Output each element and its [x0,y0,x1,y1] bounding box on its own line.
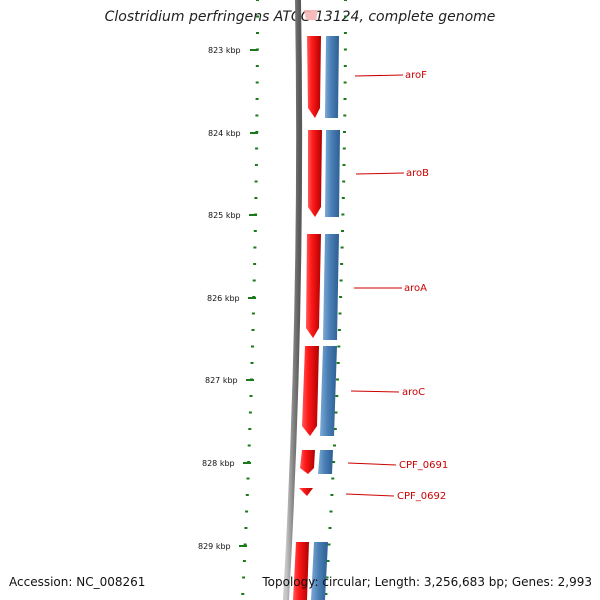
forward-strand-arrow[interactable] [306,234,321,338]
label-leader [347,462,397,466]
forward-strand-arrow[interactable] [302,346,319,436]
forward-strand-arrow[interactable] [308,130,322,217]
forward-strand-arrow[interactable] [300,450,315,474]
accession-text: Accession: NC_008261 [9,575,146,589]
kbp-label: 825 kbp [208,211,241,220]
kbp-label: 826 kbp [207,294,240,303]
gene-label: aroA [404,283,427,294]
gene-aroB[interactable]: aroB [308,130,429,217]
gene-aroA[interactable]: aroA [306,234,427,340]
gene-label: aroB [406,168,429,179]
kbp-label: 829 kbp [198,542,231,551]
cds-block[interactable] [311,542,328,600]
topology-text: Topology: circular; Length: 3,256,683 bp… [262,575,592,589]
label-leader [355,172,405,175]
gene-CPF_0691[interactable]: CPF_0691 [300,450,448,474]
label-leader [345,493,395,497]
cds-block[interactable] [325,36,339,118]
kbp-label: 827 kbp [205,376,238,385]
scale-ruler: 823 kbp 824 kbp 825 kbp 826 kbp 827 kbp … [198,46,258,551]
gene-label: aroC [402,387,425,398]
backbone-arc [283,0,303,600]
gene-partial[interactable] [293,542,328,600]
gene-CPF_0692[interactable]: CPF_0692 [299,488,446,502]
kbp-label: 823 kbp [208,46,241,55]
cds-block[interactable] [323,234,339,340]
cds-block[interactable] [320,346,337,436]
gene-label: CPF_0692 [397,491,446,502]
forward-strand-arrow[interactable] [293,542,309,600]
gene-label: CPF_0691 [399,460,448,471]
outer-tick-track [324,0,347,595]
kbp-label: 824 kbp [208,129,241,138]
backbone-marker [304,10,318,20]
kbp-label: 828 kbp [202,459,235,468]
gene-aroC[interactable]: aroC [302,346,425,436]
label-leader [354,74,404,77]
label-leader [350,390,400,393]
gene-aroF[interactable]: aroF [307,36,427,118]
cds-block[interactable] [318,450,333,474]
gene-label: aroF [405,70,427,81]
forward-strand-arrow[interactable] [299,488,313,496]
cds-block[interactable] [325,130,340,217]
forward-strand-arrow[interactable] [307,36,321,118]
